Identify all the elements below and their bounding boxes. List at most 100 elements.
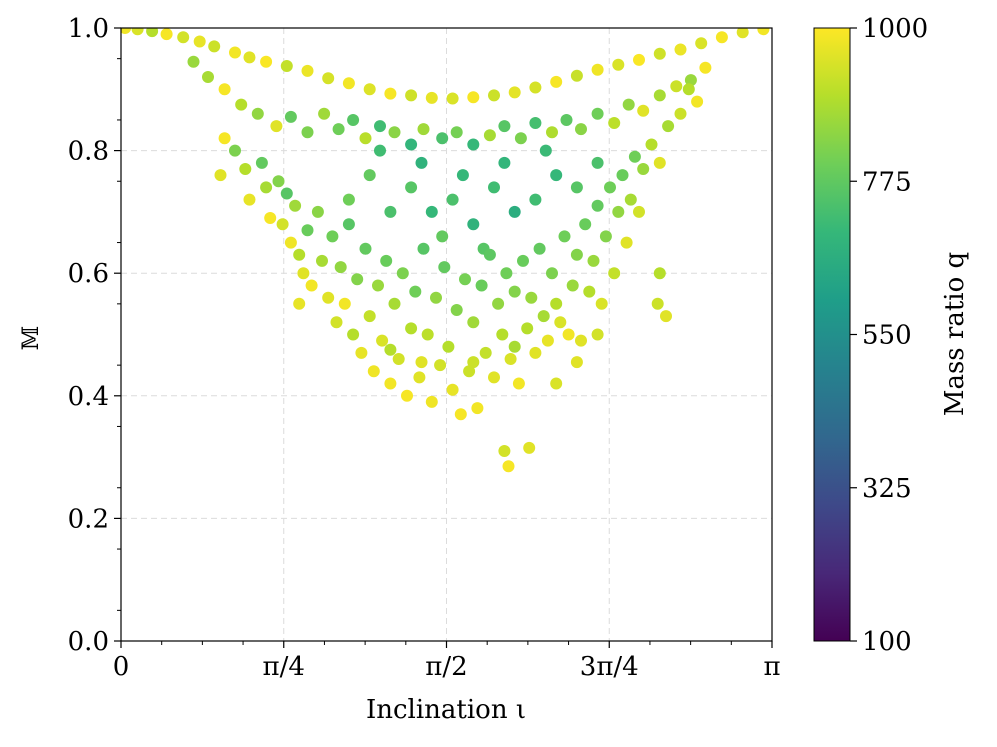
- data-point: [554, 316, 567, 329]
- y-tick-label: 0.2: [68, 504, 109, 534]
- data-point: [434, 359, 447, 372]
- x-tick-label: π/2: [425, 652, 467, 682]
- data-point: [529, 346, 542, 359]
- data-point: [446, 193, 459, 206]
- data-point: [483, 248, 496, 261]
- data-point: [498, 156, 511, 169]
- data-point: [372, 279, 384, 292]
- data-point: [471, 402, 484, 415]
- data-point: [570, 69, 583, 82]
- data-point: [456, 169, 469, 182]
- data-point: [498, 120, 511, 133]
- data-point: [436, 132, 449, 145]
- y-tick-label: 0.6: [68, 259, 109, 289]
- data-point: [467, 91, 480, 104]
- data-point: [146, 28, 159, 38]
- data-point: [467, 356, 480, 369]
- scatter-points: [121, 28, 770, 473]
- data-point: [566, 279, 579, 292]
- data-point: [500, 267, 513, 280]
- data-point: [239, 163, 252, 175]
- data-point: [684, 74, 697, 87]
- y-tick-label: 1.0: [68, 14, 109, 44]
- data-point: [330, 316, 343, 329]
- data-point: [570, 248, 583, 261]
- data-point: [575, 334, 587, 347]
- data-point: [342, 77, 355, 90]
- data-point: [293, 297, 306, 310]
- data-point: [347, 328, 360, 341]
- data-point: [637, 163, 650, 175]
- data-point: [334, 261, 347, 274]
- data-point: [459, 273, 471, 286]
- data-point: [243, 51, 256, 64]
- x-tick-label: 0: [113, 652, 130, 682]
- data-point: [550, 75, 563, 88]
- data-point: [326, 230, 339, 243]
- data-point: [583, 285, 596, 298]
- data-point: [488, 89, 500, 102]
- data-point: [338, 297, 351, 310]
- colorbar-tick-label: 1000: [862, 14, 928, 44]
- data-point: [413, 371, 426, 384]
- data-point: [272, 175, 285, 188]
- data-point: [405, 322, 418, 335]
- data-point: [612, 205, 625, 218]
- data-point: [363, 169, 376, 182]
- data-point: [425, 91, 438, 104]
- data-point: [388, 297, 401, 310]
- data-point: [430, 291, 442, 304]
- data-point: [355, 346, 368, 359]
- data-point: [446, 92, 459, 105]
- data-point: [691, 95, 704, 108]
- data-point: [595, 297, 608, 310]
- data-point: [436, 230, 449, 243]
- data-point: [608, 267, 621, 280]
- data-point: [653, 156, 666, 169]
- data-point: [260, 181, 273, 194]
- data-point: [284, 110, 297, 123]
- data-point: [591, 328, 604, 341]
- data-point: [591, 107, 604, 120]
- data-point: [529, 81, 542, 94]
- data-point: [550, 169, 563, 182]
- data-point: [591, 199, 604, 212]
- data-point: [450, 126, 463, 139]
- data-point: [251, 107, 264, 120]
- data-point: [446, 383, 459, 396]
- data-point: [363, 83, 376, 96]
- data-point: [591, 63, 604, 76]
- y-tick-label: 0.0: [68, 627, 109, 657]
- data-point: [736, 28, 749, 39]
- data-point: [539, 144, 552, 157]
- data-point: [633, 205, 645, 218]
- data-point: [579, 218, 592, 231]
- data-point: [363, 310, 376, 323]
- x-axis-ticks: 0 π/4 π/2 3π/4 π: [113, 641, 781, 682]
- data-point: [401, 389, 413, 402]
- data-point: [653, 47, 666, 60]
- data-point: [405, 138, 418, 151]
- data-point: [208, 40, 221, 53]
- data-point: [438, 261, 451, 274]
- data-point: [504, 353, 517, 365]
- data-point: [546, 267, 558, 280]
- data-point: [425, 395, 438, 408]
- data-point: [662, 120, 675, 133]
- data-point: [533, 242, 546, 255]
- data-point: [260, 55, 273, 68]
- data-point: [405, 181, 418, 194]
- data-point: [645, 138, 658, 151]
- data-point: [570, 356, 583, 369]
- data-point: [467, 218, 480, 231]
- data-point: [517, 254, 529, 267]
- x-tick-label: π/4: [263, 652, 305, 682]
- data-point: [512, 377, 525, 390]
- data-point: [376, 334, 389, 347]
- data-point: [620, 236, 633, 249]
- data-point: [384, 377, 397, 390]
- data-point: [374, 120, 386, 133]
- data-point: [342, 193, 355, 206]
- data-point: [280, 187, 293, 200]
